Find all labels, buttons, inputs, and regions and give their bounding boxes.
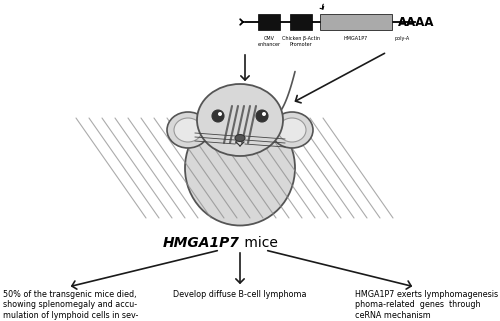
Circle shape (262, 112, 266, 116)
Bar (320, 14, 392, 30)
Ellipse shape (167, 112, 209, 148)
Ellipse shape (271, 112, 313, 148)
Ellipse shape (185, 110, 295, 225)
Text: AAAA: AAAA (398, 15, 434, 29)
Text: poly-A: poly-A (394, 36, 409, 41)
Text: mice: mice (240, 236, 278, 250)
Ellipse shape (235, 134, 245, 142)
Circle shape (212, 110, 224, 122)
Ellipse shape (174, 118, 202, 142)
Text: 50% of the transgenic mice died,
showing splenomegaly and accu-
mulation of lymp: 50% of the transgenic mice died, showing… (3, 290, 138, 321)
Ellipse shape (197, 84, 283, 156)
Ellipse shape (278, 118, 306, 142)
Text: HMGA1P7: HMGA1P7 (163, 236, 240, 250)
Text: CMV
enhancer: CMV enhancer (258, 36, 280, 47)
Text: HMGA1P7 exerts lymphomagenesis by upregulating several lym-
phoma-related  genes: HMGA1P7 exerts lymphomagenesis by upregu… (355, 290, 500, 320)
Bar (290, 14, 312, 30)
Text: Develop diffuse B-cell lymphoma: Develop diffuse B-cell lymphoma (174, 290, 307, 299)
Circle shape (218, 112, 222, 116)
Text: HMGA1P7: HMGA1P7 (344, 36, 368, 41)
Circle shape (256, 110, 268, 122)
Bar (258, 14, 280, 30)
Text: Chicken β-Actin
Promoter: Chicken β-Actin Promoter (282, 36, 320, 47)
